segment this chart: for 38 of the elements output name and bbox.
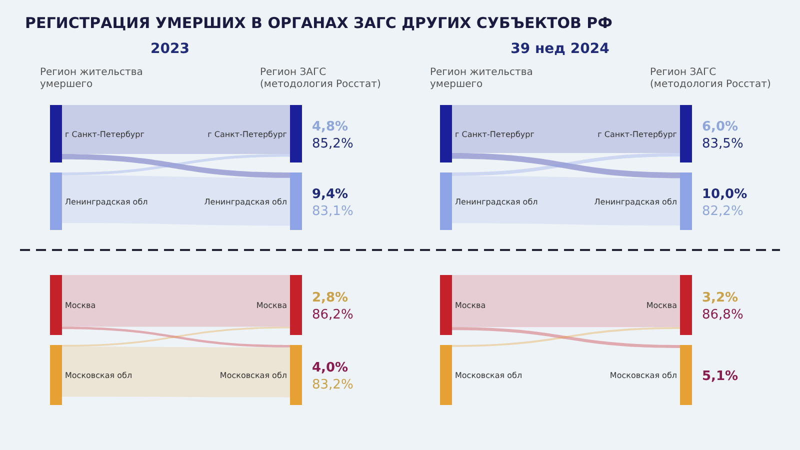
category-label: г Санкт-Петербург bbox=[598, 130, 677, 139]
category-label: Москва bbox=[646, 301, 677, 310]
category-label: Московская обл bbox=[220, 371, 287, 380]
category-label: г Санкт-Петербург bbox=[455, 130, 534, 139]
category-label: Москва bbox=[455, 301, 486, 310]
data-label: 4,8% bbox=[312, 119, 348, 134]
text: Регион ЗАГС (методология Росстат) bbox=[650, 67, 771, 90]
data-label: 83,5% bbox=[702, 136, 744, 152]
category-label: Московская обл bbox=[65, 371, 132, 380]
text: Регион жительства умершего bbox=[40, 67, 143, 90]
data-label: 86,2% bbox=[312, 308, 354, 322]
data-label: 86,8% bbox=[702, 308, 744, 322]
data-label: 3,2% bbox=[702, 290, 738, 306]
data-label: 83,1% bbox=[312, 204, 354, 219]
category-label: Московская обл bbox=[455, 371, 522, 380]
text: 2023 bbox=[150, 41, 190, 57]
data-label: 6,0% bbox=[702, 119, 738, 134]
text: 39 нед 2024 bbox=[510, 41, 610, 57]
category-label: Ленинградская обл bbox=[455, 197, 538, 206]
data-label: 10,0% bbox=[702, 186, 748, 202]
category-label: Москва bbox=[65, 301, 96, 310]
category-label: г Санкт-Петербург bbox=[65, 130, 144, 139]
text: РЕГИСТРАЦИЯ УМЕРШИХ В ОРГАНАХ ЗАГС ДРУГИХ СУБЪЕКТОВ РФ bbox=[25, 14, 613, 32]
data-label: 5,1% bbox=[702, 369, 738, 384]
text: Регион жительства умершего bbox=[430, 67, 533, 90]
category-label: г Санкт-Петербург bbox=[208, 130, 287, 139]
data-label: 9,4% bbox=[312, 186, 348, 202]
data-label: 2,8% bbox=[312, 290, 348, 306]
data-label: 85,2% bbox=[312, 136, 354, 152]
category-label: Московская обл bbox=[610, 371, 677, 380]
category-label: Ленинградская обл bbox=[594, 197, 677, 206]
data-label: 83,2% bbox=[312, 378, 354, 392]
text: Регион ЗАГС (методология Росстат) bbox=[260, 67, 381, 90]
category-label: Ленинградская обл bbox=[65, 197, 148, 206]
category-label: Ленинградская обл bbox=[204, 197, 287, 206]
data-label: 82,2% bbox=[702, 204, 744, 219]
category-label: Москва bbox=[256, 301, 287, 310]
data-label: 4,0% bbox=[312, 360, 348, 376]
